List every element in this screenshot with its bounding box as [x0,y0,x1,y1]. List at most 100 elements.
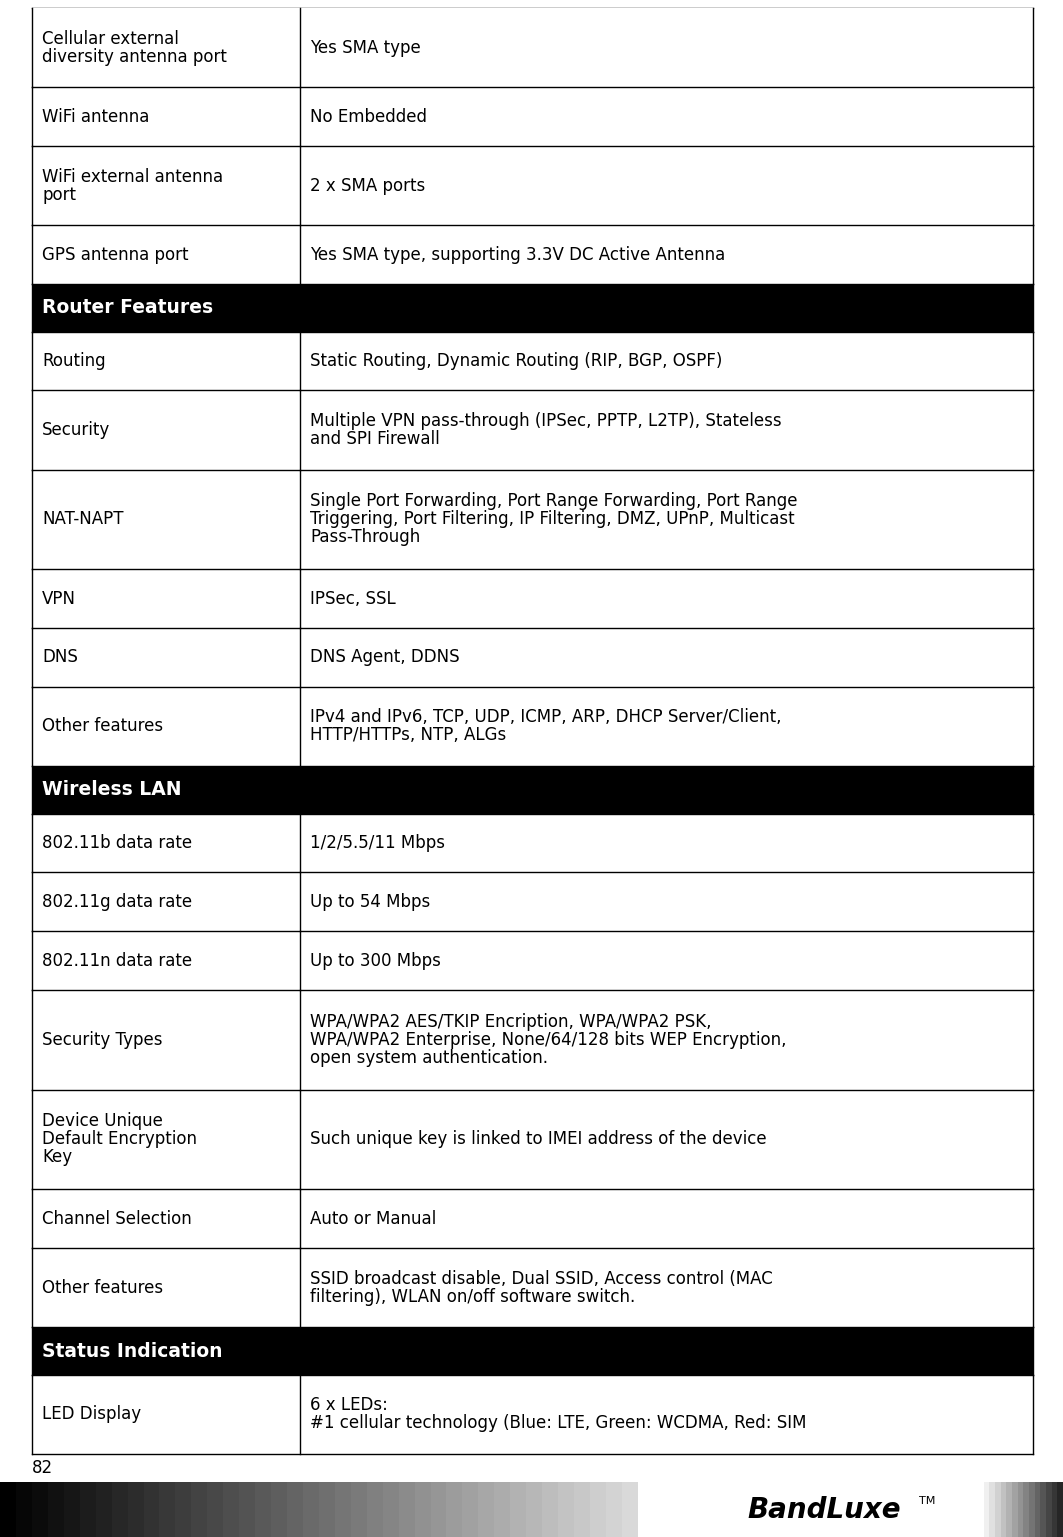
Bar [978,1482,983,1537]
Bar [995,1482,1000,1537]
Text: VPN: VPN [43,590,75,607]
Bar [32,390,1033,470]
Bar [1000,1482,1007,1537]
Text: DNS: DNS [43,649,78,667]
Bar [32,8,1033,88]
Text: Cellular external: Cellular external [43,29,179,48]
Bar [415,1482,431,1537]
Text: 82: 82 [32,1459,53,1477]
Bar [96,1482,112,1537]
Text: diversity antenna port: diversity antenna port [43,48,226,66]
Bar [80,1482,96,1537]
Bar [239,1482,255,1537]
Bar [367,1482,383,1537]
Bar [526,1482,542,1537]
Text: IPSec, SSL: IPSec, SSL [310,590,396,607]
Bar [558,1482,574,1537]
Bar [48,1482,64,1537]
Bar [32,88,1033,146]
Text: Other features: Other features [43,1279,163,1297]
Text: 1/2/5.5/11 Mbps: 1/2/5.5/11 Mbps [310,835,445,851]
Text: port: port [43,186,75,203]
Bar [622,1482,638,1537]
Bar [303,1482,319,1537]
Text: WiFi external antenna: WiFi external antenna [43,168,223,186]
Text: open system authentication.: open system authentication. [310,1048,549,1067]
Text: Yes SMA type, supporting 3.3V DC Active Antenna: Yes SMA type, supporting 3.3V DC Active … [310,246,726,264]
Bar [1012,1482,1017,1537]
Bar [32,629,1033,687]
Bar [1029,1482,1034,1537]
Bar [638,1482,1063,1537]
Text: Auto or Manual: Auto or Manual [310,1210,437,1228]
Bar [510,1482,526,1537]
Text: Status Indication: Status Indication [43,1342,222,1360]
Text: Up to 300 Mbps: Up to 300 Mbps [310,951,441,970]
Bar [494,1482,510,1537]
Bar [255,1482,271,1537]
Bar [32,569,1033,629]
Text: WiFi antenna: WiFi antenna [43,108,150,126]
Text: 2 x SMA ports: 2 x SMA ports [310,177,425,195]
Text: Other features: Other features [43,718,163,736]
Bar [223,1482,239,1537]
Text: Triggering, Port Filtering, IP Filtering, DMZ, UPnP, Multicast: Triggering, Port Filtering, IP Filtering… [310,510,795,529]
Bar [1051,1482,1058,1537]
Bar [32,332,1033,390]
Bar [1017,1482,1024,1537]
Bar [983,1482,990,1537]
Bar [159,1482,175,1537]
Bar [175,1482,191,1537]
Text: Security: Security [43,421,111,440]
Text: SSID broadcast disable, Dual SSID, Access control (MAC: SSID broadcast disable, Dual SSID, Acces… [310,1270,773,1288]
Text: WPA/WPA2 AES/TKIP Encription, WPA/WPA2 PSK,: WPA/WPA2 AES/TKIP Encription, WPA/WPA2 P… [310,1013,712,1031]
Text: WPA/WPA2 Enterprise, None/64/128 bits WEP Encryption,: WPA/WPA2 Enterprise, None/64/128 bits WE… [310,1031,787,1048]
Text: 802.11n data rate: 802.11n data rate [43,951,192,970]
Text: NAT-NAPT: NAT-NAPT [43,510,123,529]
Bar [990,1482,995,1537]
Text: Default Encryption: Default Encryption [43,1130,197,1148]
Text: 802.11b data rate: 802.11b data rate [43,835,192,851]
Text: TM: TM [918,1497,935,1506]
Text: Yes SMA type: Yes SMA type [310,38,421,57]
Bar [1041,1482,1046,1537]
Text: BandLuxe: BandLuxe [747,1496,900,1523]
Text: 802.11g data rate: 802.11g data rate [43,893,192,911]
Text: Channel Selection: Channel Selection [43,1210,191,1228]
Text: Single Port Forwarding, Port Range Forwarding, Port Range: Single Port Forwarding, Port Range Forwa… [310,492,797,510]
Text: Pass-Through: Pass-Through [310,529,421,547]
Bar [1034,1482,1041,1537]
Bar [590,1482,606,1537]
Bar [32,1374,1033,1454]
Text: Security Types: Security Types [43,1031,163,1048]
Bar [431,1482,446,1537]
Text: Such unique key is linked to IMEI address of the device: Such unique key is linked to IMEI addres… [310,1130,766,1148]
Bar [287,1482,303,1537]
Bar [32,226,1033,284]
Bar [32,284,1033,332]
Bar [462,1482,478,1537]
Text: LED Display: LED Display [43,1405,141,1423]
Bar [542,1482,558,1537]
Text: Routing: Routing [43,352,105,370]
Bar [32,813,1033,873]
Bar [1007,1482,1012,1537]
Bar [16,1482,32,1537]
Bar [1024,1482,1029,1537]
Bar [191,1482,207,1537]
Bar [32,1248,1033,1328]
Bar [271,1482,287,1537]
Text: IPv4 and IPv6, TCP, UDP, ICMP, ARP, DHCP Server/Client,: IPv4 and IPv6, TCP, UDP, ICMP, ARP, DHCP… [310,709,781,727]
Text: Router Features: Router Features [43,298,213,317]
Bar [207,1482,223,1537]
Bar [1058,1482,1063,1537]
Bar [32,687,1033,765]
Bar [64,1482,80,1537]
Text: Wireless LAN: Wireless LAN [43,781,182,799]
Bar [351,1482,367,1537]
Bar [399,1482,415,1537]
Bar [383,1482,399,1537]
Bar [32,470,1033,569]
Text: GPS antenna port: GPS antenna port [43,246,188,264]
Bar [574,1482,590,1537]
